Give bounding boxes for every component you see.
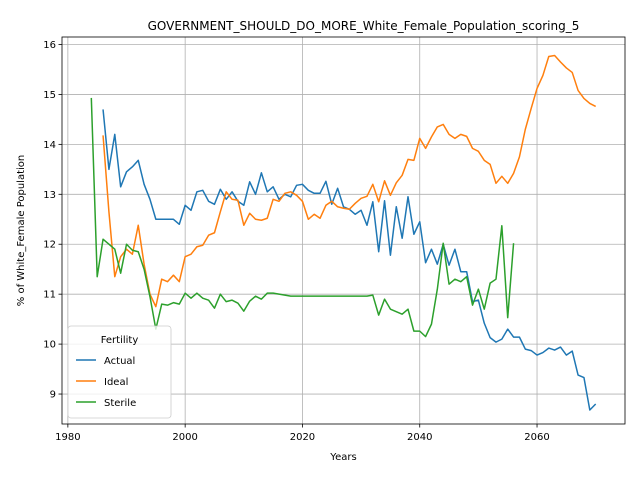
x-tick-label: 2020 <box>290 432 315 443</box>
chart-title: GOVERNMENT_SHOULD_DO_MORE_White_Female_P… <box>148 19 580 33</box>
x-tick-label: 2000 <box>172 432 197 443</box>
y-tick-label: 9 <box>50 390 56 401</box>
y-tick-label: 12 <box>43 240 56 251</box>
y-tick-label: 14 <box>43 140 56 151</box>
y-tick-label: 10 <box>43 340 56 351</box>
x-axis-label: Years <box>329 452 356 463</box>
x-tick-label: 2060 <box>524 432 549 443</box>
legend: Fertility Actual Ideal Sterile <box>67 325 172 419</box>
y-axis-label: % of White_Female Population <box>16 155 27 306</box>
grid <box>62 37 625 424</box>
legend-label-actual: Actual <box>104 356 135 367</box>
y-tick-label: 13 <box>43 190 56 201</box>
legend-label-ideal: Ideal <box>104 377 128 388</box>
series-line-sterile <box>90 97 515 338</box>
legend-label-sterile: Sterile <box>104 398 136 409</box>
legend-box <box>67 325 172 419</box>
x-tick-label: 2040 <box>407 432 432 443</box>
plot-frame <box>61 36 626 425</box>
x-tick-label: 1980 <box>55 432 80 443</box>
y-tick-label: 16 <box>43 40 56 51</box>
y-tick-label: 15 <box>43 90 56 101</box>
y-tick-label: 11 <box>43 290 56 301</box>
series-lines <box>90 54 597 411</box>
legend-title: Fertility <box>101 335 139 346</box>
series-line-ideal <box>102 54 597 308</box>
axis-ticks: 1980 2000 2020 2040 2060 9 10 11 12 13 14 15 16 <box>43 40 549 443</box>
